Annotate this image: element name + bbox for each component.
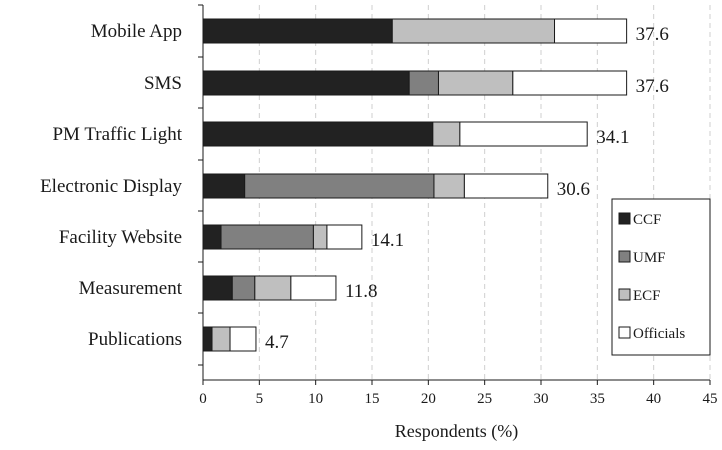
legend-label-ecf: ECF xyxy=(633,288,661,304)
total-value-label: 14.1 xyxy=(371,230,404,251)
labels-group: 37.6 Mobile App 37.6 SMS 34.1 PM Traffic Ligh… xyxy=(40,21,717,442)
x-tick-label: 15 xyxy=(365,391,380,407)
total-value-label: 30.6 xyxy=(557,179,590,200)
total-value-label: 11.8 xyxy=(345,281,378,302)
total-value-label: 37.6 xyxy=(636,24,669,45)
x-axis-title: Respondents (%) xyxy=(395,421,518,442)
x-tick-label: 45 xyxy=(703,391,718,407)
category-label: Mobile App xyxy=(91,21,182,42)
category-label: Publications xyxy=(88,329,182,350)
x-tick-label: 0 xyxy=(199,391,207,407)
bar-segment-officials-2 xyxy=(459,121,588,147)
bar-segment-ecf-0 xyxy=(391,18,556,44)
bar-segment-umf-4 xyxy=(220,224,314,250)
bar-segment-ecf-4 xyxy=(312,224,328,250)
bar-segment-ccf-4 xyxy=(202,224,222,250)
axes-group xyxy=(198,4,711,385)
bar-segment-officials-6 xyxy=(229,326,257,352)
bar-segment-umf-5 xyxy=(231,275,256,301)
x-tick-label: 5 xyxy=(256,391,264,407)
category-label: Measurement xyxy=(79,278,183,299)
x-tick-label: 40 xyxy=(646,391,661,407)
bar-segment-ccf-3 xyxy=(202,173,246,199)
x-tick-label: 35 xyxy=(590,391,605,407)
bar-segment-ccf-1 xyxy=(202,70,410,96)
x-tick-label: 30 xyxy=(534,391,549,407)
bar-segment-ecf-3 xyxy=(433,173,465,199)
bar-segment-ccf-2 xyxy=(202,121,434,147)
legend-swatch-ecf xyxy=(618,288,631,301)
total-value-label: 34.1 xyxy=(596,127,629,148)
legend-label-ccf: CCF xyxy=(633,212,661,228)
bar-segment-ccf-0 xyxy=(202,18,393,44)
bar-segment-umf-3 xyxy=(244,173,435,199)
category-label: Facility Website xyxy=(59,227,182,248)
bar-segment-umf-1 xyxy=(408,70,439,96)
bar-segment-ecf-6 xyxy=(211,326,231,352)
bar-segment-officials-4 xyxy=(326,224,363,250)
x-tick-label: 10 xyxy=(308,391,323,407)
legend-swatch-officials xyxy=(618,326,631,339)
category-label: PM Traffic Light xyxy=(52,124,182,145)
x-tick-label: 25 xyxy=(477,391,492,407)
bar-segment-ecf-2 xyxy=(432,121,461,147)
legend-swatch-umf xyxy=(618,250,631,263)
total-value-label: 37.6 xyxy=(636,76,669,97)
category-label: Electronic Display xyxy=(40,176,182,197)
bars-group xyxy=(202,18,628,352)
legend-label-officials: Officials xyxy=(633,326,685,342)
legend-label-umf: UMF xyxy=(633,250,666,266)
bar-segment-officials-1 xyxy=(512,70,628,96)
legend-swatch-ccf xyxy=(618,212,631,225)
bar-segment-officials-0 xyxy=(554,18,628,44)
x-tick-label: 20 xyxy=(421,391,436,407)
bar-segment-ccf-6 xyxy=(202,326,213,352)
total-value-label: 4.7 xyxy=(265,332,289,353)
bar-segment-ecf-5 xyxy=(254,275,292,301)
category-label: SMS xyxy=(144,73,182,94)
bar-segment-ccf-5 xyxy=(202,275,233,301)
bar-segment-officials-5 xyxy=(290,275,337,301)
legend: CCF UMF ECF Officials xyxy=(611,198,711,356)
bar-segment-ecf-1 xyxy=(437,70,514,96)
bar-segment-officials-3 xyxy=(463,173,549,199)
